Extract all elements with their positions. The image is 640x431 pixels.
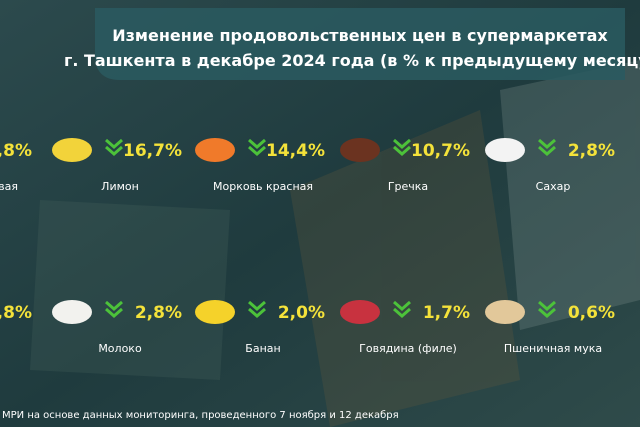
- product-label: Лимон: [101, 180, 139, 193]
- product-label: вая: [0, 180, 18, 193]
- down-arrow: [105, 300, 123, 318]
- down-arrow: [248, 300, 266, 318]
- product-label: Молоко: [98, 342, 142, 355]
- down-arrow: [248, 138, 266, 156]
- product-icon: [195, 300, 235, 324]
- product-icon: [485, 300, 525, 324]
- price-change: 2,0%: [278, 303, 325, 323]
- footer: МРИ на основе данных мониторинга, провед…: [2, 410, 399, 421]
- price-change: 2,8%: [135, 303, 182, 323]
- down-arrow: [105, 138, 123, 156]
- title-box: [95, 8, 625, 80]
- price-change: 16,7%: [123, 141, 182, 161]
- down-arrow: [538, 300, 556, 318]
- title-line: Изменение продовольственных цен в суперм…: [112, 26, 608, 45]
- product-label: Гречка: [388, 180, 428, 193]
- background-shelves: [30, 60, 640, 427]
- down-arrow: [393, 300, 411, 318]
- product-label: Морковь красная: [213, 180, 313, 193]
- product-icon: [195, 138, 235, 162]
- product-label: Говядина (филе): [359, 342, 457, 355]
- product-icon: [52, 300, 92, 324]
- down-arrow: [538, 138, 556, 156]
- product-icon: [52, 138, 92, 162]
- product-icon: [485, 138, 525, 162]
- price-change: 0,6%: [568, 303, 615, 323]
- title-line: г. Ташкента в декабре 2024 года (в % к п…: [64, 51, 640, 70]
- product-icon: [340, 138, 380, 162]
- product-label: Банан: [245, 342, 280, 355]
- product-label: Пшеничная мука: [504, 342, 602, 355]
- price-change: 2,8%: [0, 303, 32, 323]
- price-change: 2,8%: [568, 141, 615, 161]
- price-change: 10,7%: [411, 141, 470, 161]
- down-arrow: [393, 138, 411, 156]
- price-change: 1,7%: [423, 303, 470, 323]
- product-icon: [340, 300, 380, 324]
- price-change: 21,8%: [0, 141, 32, 161]
- price-change: 14,4%: [266, 141, 325, 161]
- product-label: Сахар: [536, 180, 571, 193]
